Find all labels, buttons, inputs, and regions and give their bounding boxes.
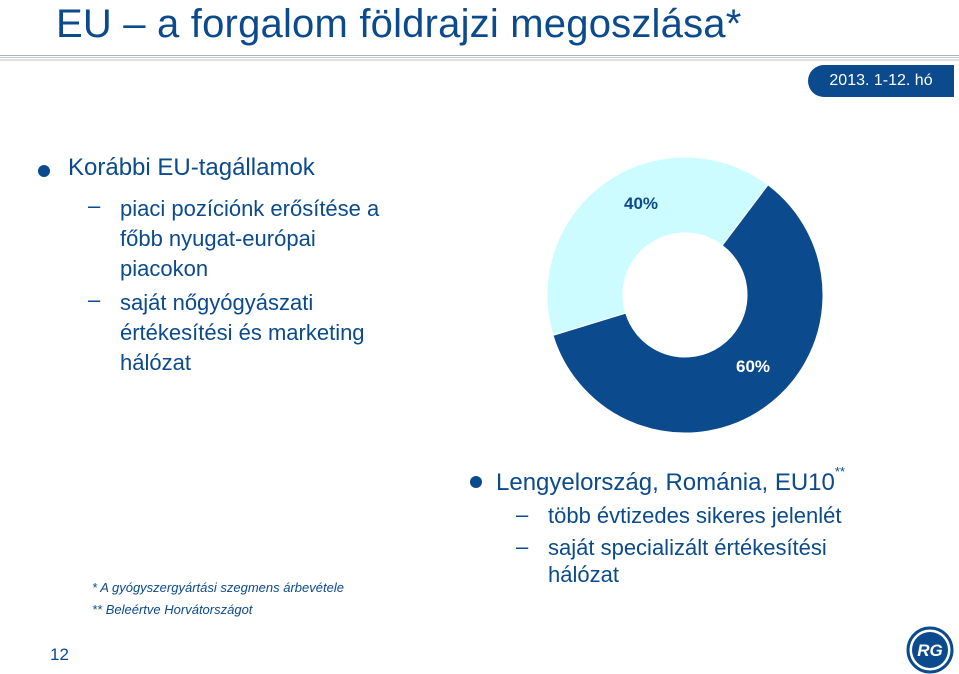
bullet-icon (470, 476, 482, 488)
slice-label-60: 60% (736, 357, 770, 376)
left-item-1-line-3: piacokon (120, 256, 209, 281)
right-heading-text: Lengyelország, Románia, EU10 (496, 469, 835, 496)
right-heading: Lengyelország, Románia, EU10** (496, 464, 845, 497)
left-item-2-line-2: értékesítési és marketing (120, 320, 365, 345)
date-badge: 2013. 1-12. hó (808, 65, 954, 97)
donut-chart: 40% 60% (546, 156, 824, 434)
dash-icon: – (88, 193, 101, 218)
footnote-1: * A gyógyszergyártási szegmens árbevétel… (92, 580, 344, 595)
left-item-2-line-3: hálózat (120, 350, 191, 375)
donut-slice-40 (546, 156, 769, 336)
left-heading: Korábbi EU-tagállamok (68, 154, 315, 181)
title-divider (0, 55, 959, 61)
richter-logo-icon: RG (906, 626, 954, 674)
donut-slice-60 (552, 184, 824, 434)
dash-icon: – (88, 287, 101, 312)
page-title: EU – a forgalom földrajzi megoszlása* (56, 2, 742, 46)
left-item-1-line-1: piaci pozíciónk erősítése a (120, 196, 380, 221)
right-heading-sup: ** (834, 464, 845, 479)
left-item-2-line-1: saját nőgyógyászati (120, 290, 314, 315)
dash-icon: – (516, 502, 529, 527)
footnote-2: ** Beleértve Horvátországot (92, 602, 253, 617)
right-item-2-line-1: saját specializált értékesítési (548, 535, 827, 560)
slice-label-40: 40% (624, 194, 658, 213)
left-item-1-line-2: főbb nyugat-európai (120, 226, 316, 251)
logo-text: RG (917, 641, 943, 660)
right-item-2-line-2: hálózat (548, 562, 619, 587)
page-number: 12 (50, 645, 69, 664)
dash-icon: – (516, 534, 529, 559)
right-item-1-line-1: több évtizedes sikeres jelenlét (548, 503, 842, 528)
bullet-icon (38, 165, 50, 177)
